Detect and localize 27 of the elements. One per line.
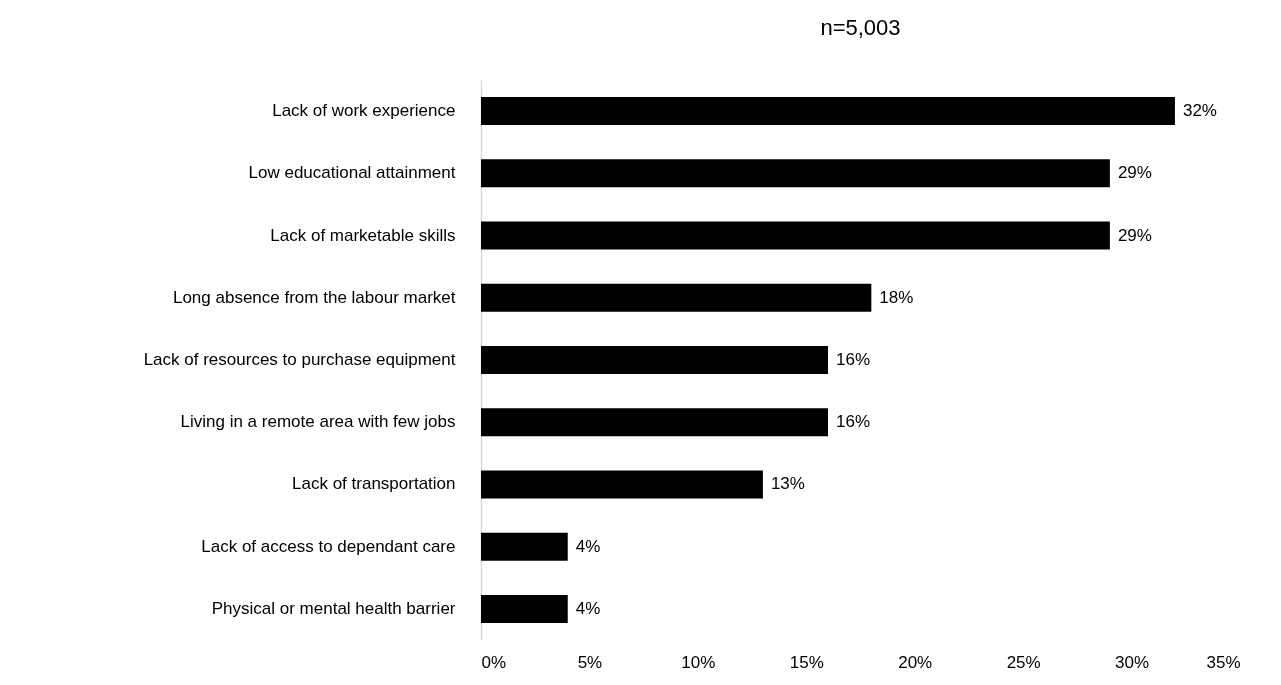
x-tick-label: 25% (1006, 652, 1041, 672)
data-label: 16% (835, 350, 870, 369)
y-tick-label: Physical or mental health barrier (211, 598, 456, 618)
data-label: 4% (575, 598, 601, 618)
y-tick-label: Lack of access to dependant care (201, 536, 456, 556)
x-tick-label: 35% (1206, 652, 1241, 672)
x-tick-label: 30% (1115, 652, 1150, 672)
y-tick-label: Low educational attainment (248, 163, 456, 183)
data-label: 18% (879, 287, 914, 307)
x-tick-label: 0% (481, 652, 507, 672)
y-tick-label: Lack of marketable skills (270, 225, 456, 245)
x-tick-label: 15% (789, 652, 824, 672)
data-label: 29% (1117, 163, 1152, 183)
y-tick-label: Lack of transportation (292, 474, 456, 494)
data-label: 13% (770, 474, 805, 494)
x-tick-label: 20% (898, 652, 933, 672)
y-tick-label: Living in a remote area with few jobs (180, 412, 456, 432)
data-label: 32% (1182, 101, 1217, 121)
data-label: 29% (1117, 225, 1152, 245)
y-tick-label: Lack of work experience (272, 101, 456, 121)
chart-title: n=5,003 (820, 15, 901, 40)
y-tick-label: Long absence from the labour market (172, 287, 456, 307)
x-tick-label: 5% (577, 652, 603, 672)
x-tick-label: 10% (681, 652, 716, 672)
y-tick-label: Lack of resources to purchase equipment (143, 350, 456, 369)
data-label: 4% (575, 536, 601, 556)
data-label: 16% (835, 412, 870, 432)
